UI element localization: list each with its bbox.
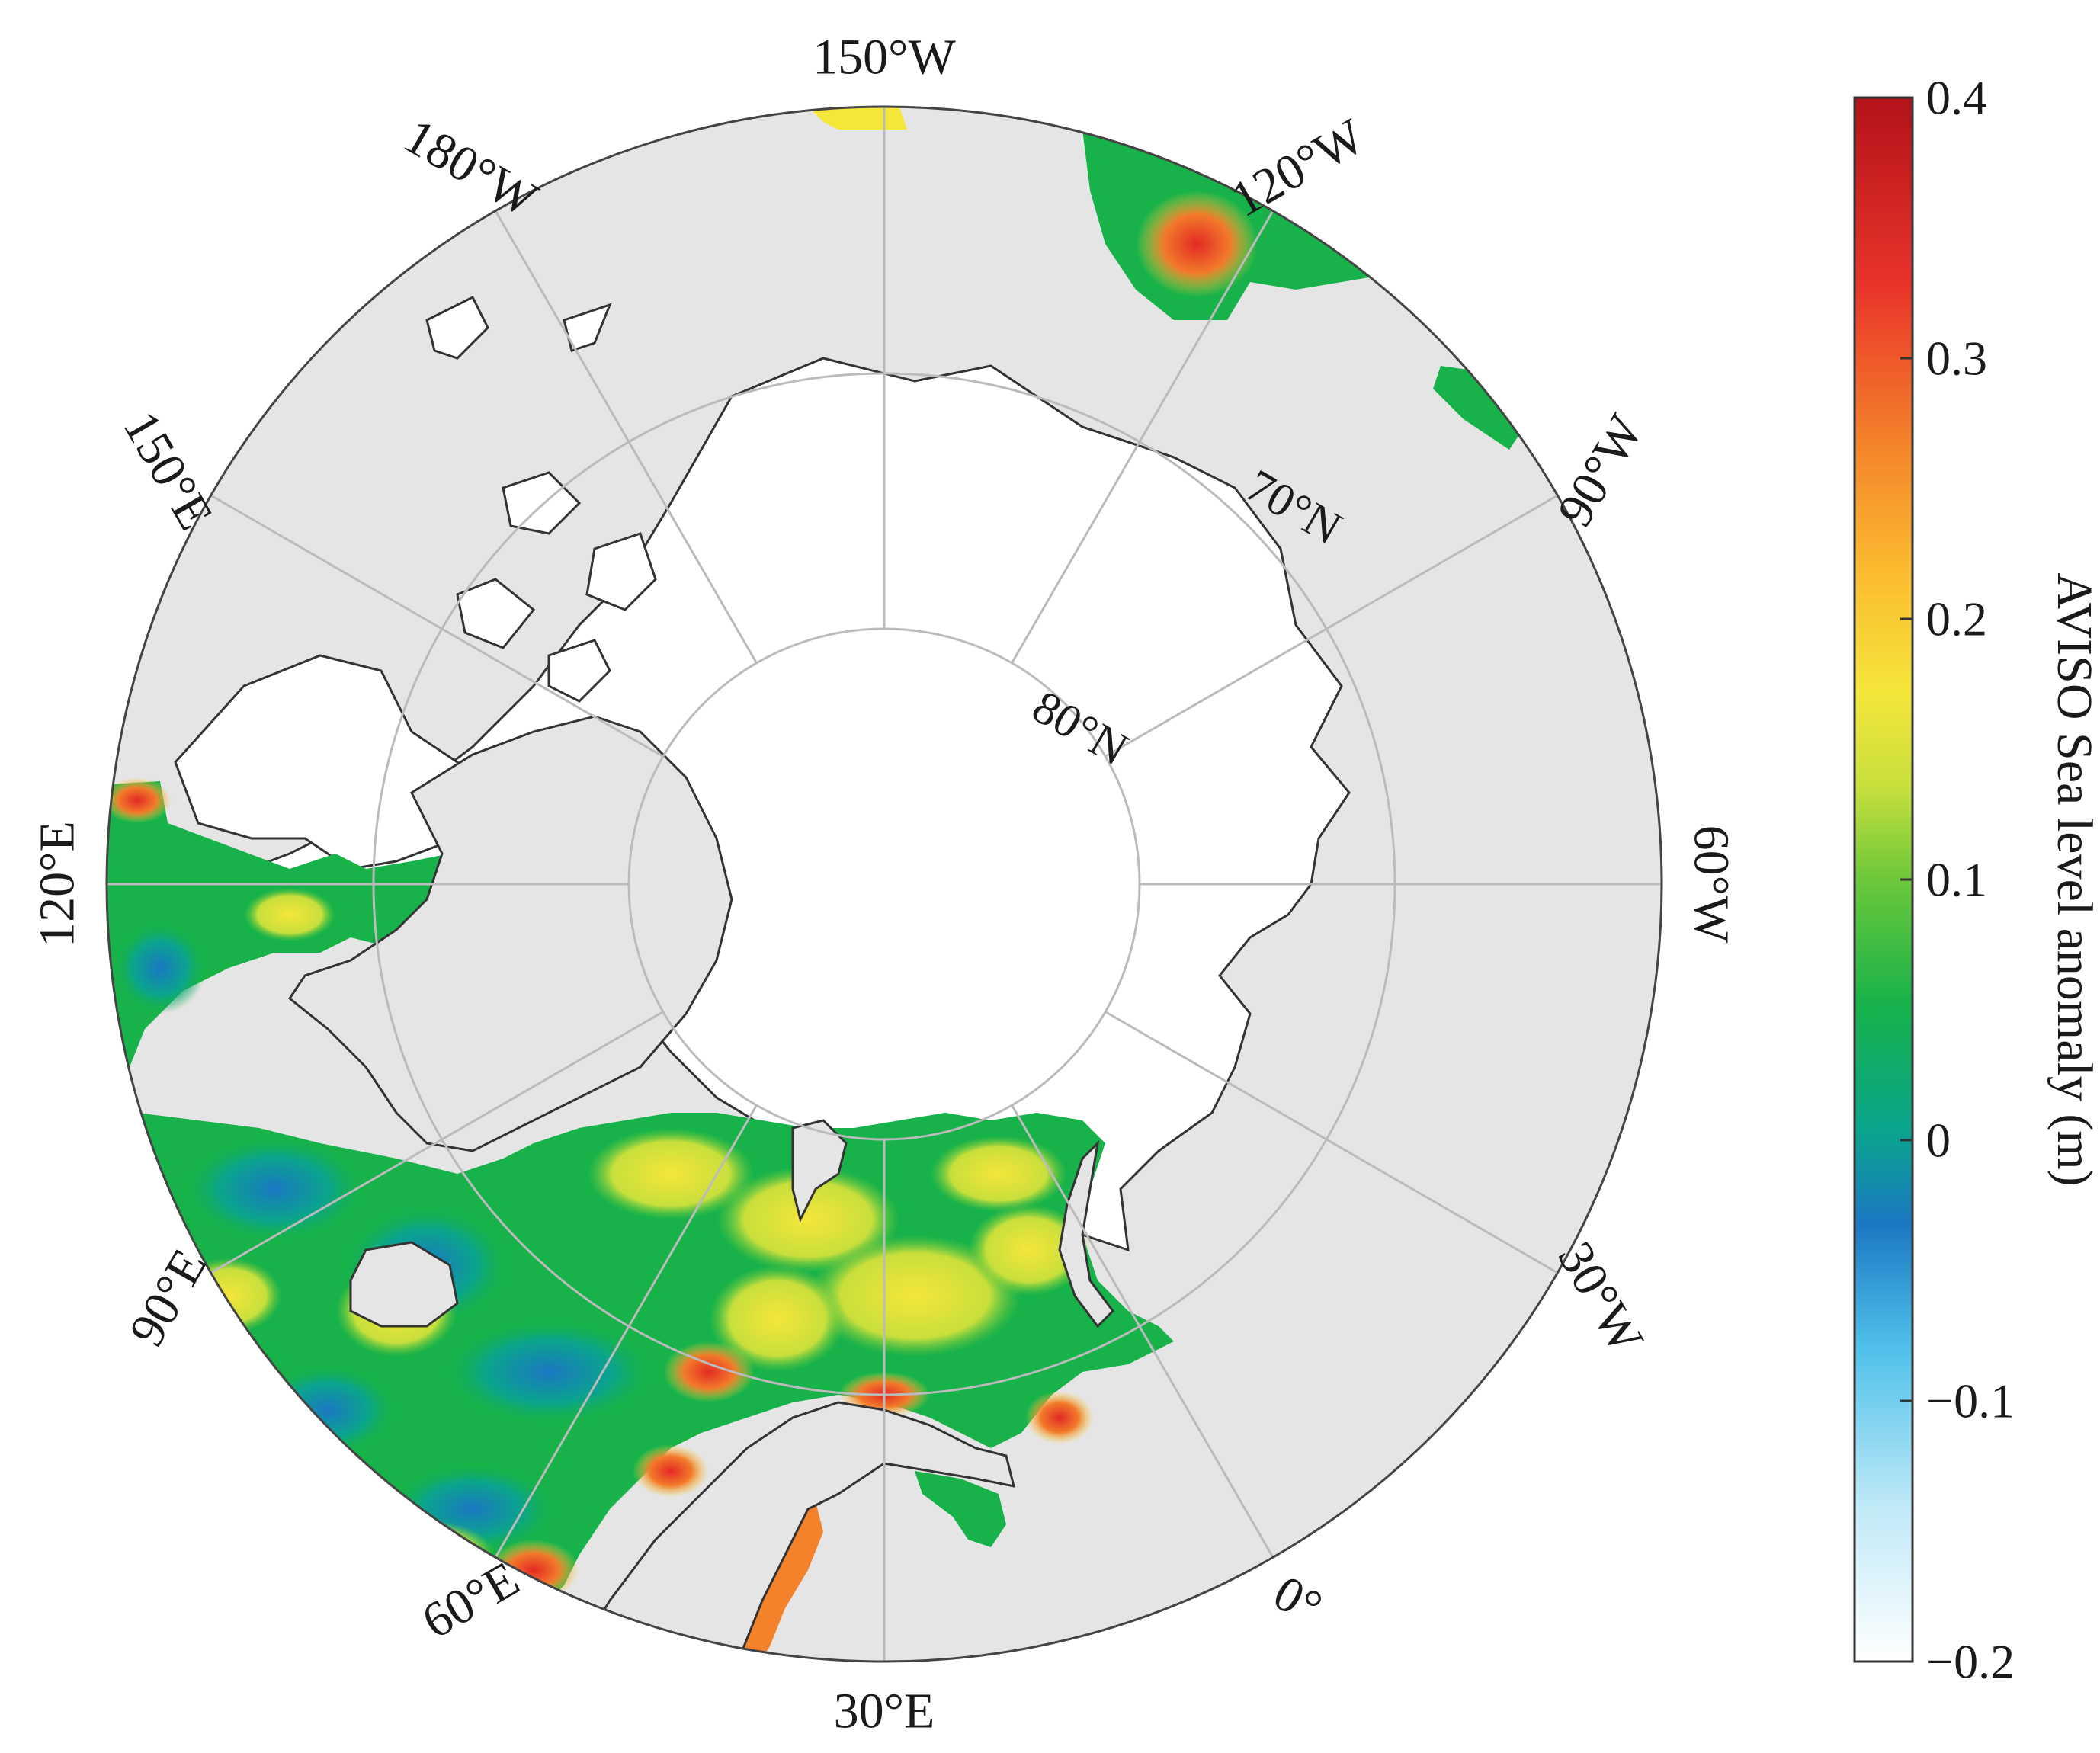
- colorbar-tick-label: 0.1: [1926, 853, 1987, 907]
- colorbar-tick-label: 0.3: [1926, 332, 1987, 386]
- longitude-label: 180°W: [395, 108, 547, 228]
- meridian-line: [1105, 1011, 1559, 1274]
- colorbar-tick-label: 0.2: [1926, 592, 1987, 646]
- colorbar: 0.4 0.3 0.2 0.1 0 −0.1 −0.2 AVISO Sea level an…: [1853, 71, 2100, 1689]
- meridian-line: [1011, 1104, 1274, 1559]
- sla-field-labrador: [107, 777, 450, 1090]
- scandinavia-landmass: [562, 1401, 1016, 1662]
- meridian-line: [494, 210, 758, 664]
- longitude-label: 30°E: [834, 1684, 935, 1739]
- meridian-line: [1011, 210, 1274, 664]
- longitude-label: 30°W: [1547, 1232, 1654, 1363]
- meridian-line: [494, 1104, 758, 1559]
- longitude-label: 150°E: [112, 402, 223, 539]
- longitude-label: 60°W: [1684, 825, 1739, 944]
- colorbar-tick-label: −0.2: [1926, 1635, 2015, 1689]
- colorbar-tick-label: −0.1: [1926, 1374, 2015, 1428]
- colorbar-tick-label: 0.4: [1926, 71, 1987, 125]
- novaya-zemlya-landmass: [1058, 1139, 1114, 1328]
- greenland-landmass: [287, 715, 733, 1152]
- colorbar-tick-label: 0: [1926, 1114, 1951, 1168]
- longitude-label: 0°: [1265, 1565, 1332, 1636]
- meridian-line: [210, 1011, 664, 1274]
- iceland-landmass: [349, 1241, 459, 1328]
- longitude-label: 120°W: [1222, 107, 1374, 227]
- colorbar-title: AVISO Sea level anomaly (m): [2047, 572, 2100, 1186]
- svalbard-landmass: [791, 1119, 848, 1223]
- sla-field-white-sea: [915, 1471, 1006, 1547]
- meridian-line: [210, 494, 664, 758]
- longitude-label: 150°W: [813, 30, 956, 85]
- meridian-grid: [107, 107, 1662, 1662]
- map-disc: [107, 107, 1662, 1662]
- map-frame: [105, 105, 1663, 1663]
- meridian-line: [1105, 494, 1559, 758]
- longitude-label: 90°W: [1547, 405, 1654, 536]
- canadian-archipelago-channels: [425, 295, 657, 703]
- longitude-label: 120°E: [30, 821, 85, 947]
- colorbar-ticks: 0.4 0.3 0.2 0.1 0 −0.1 −0.2: [1900, 71, 2015, 1689]
